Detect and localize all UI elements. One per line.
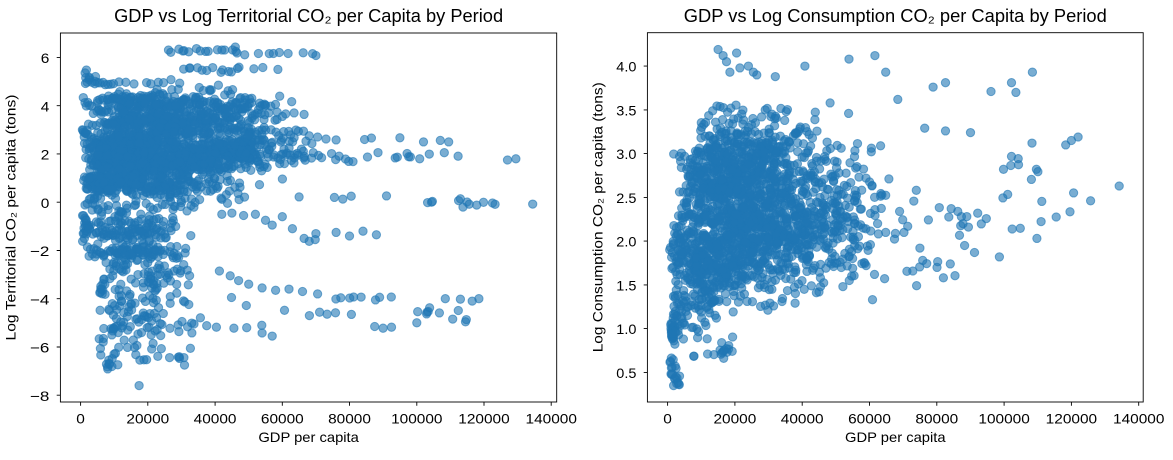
- svg-text:80000: 80000: [328, 410, 371, 426]
- svg-text:0: 0: [41, 195, 50, 211]
- svg-text:−6: −6: [30, 340, 50, 356]
- svg-text:Log Territorial CO₂ per capita: Log Territorial CO₂ per capita (tons): [3, 95, 19, 341]
- svg-text:80000: 80000: [915, 410, 958, 426]
- svg-text:60000: 60000: [261, 410, 304, 426]
- svg-text:GDP vs Log Consumption CO₂ per: GDP vs Log Consumption CO₂ per Capita by…: [684, 6, 1107, 26]
- svg-text:1.5: 1.5: [616, 278, 636, 294]
- svg-text:2.0: 2.0: [616, 234, 636, 250]
- svg-text:20000: 20000: [714, 410, 757, 426]
- svg-text:40000: 40000: [194, 410, 237, 426]
- svg-text:GDP per capita: GDP per capita: [258, 429, 359, 445]
- svg-text:−2: −2: [30, 243, 50, 259]
- svg-text:−8: −8: [30, 388, 50, 404]
- svg-text:100000: 100000: [978, 410, 1030, 426]
- svg-text:GDP per capita: GDP per capita: [845, 429, 946, 445]
- svg-text:1.0: 1.0: [616, 321, 636, 337]
- svg-text:40000: 40000: [781, 410, 824, 426]
- svg-text:2.5: 2.5: [616, 190, 636, 206]
- svg-text:0: 0: [76, 410, 85, 426]
- svg-text:4.0: 4.0: [616, 59, 636, 75]
- svg-text:−4: −4: [30, 291, 50, 307]
- svg-text:120000: 120000: [1046, 410, 1098, 426]
- svg-text:140000: 140000: [1113, 410, 1165, 426]
- svg-text:100000: 100000: [391, 410, 443, 426]
- svg-text:2: 2: [41, 147, 50, 163]
- svg-text:120000: 120000: [458, 410, 510, 426]
- svg-text:3.5: 3.5: [616, 103, 636, 119]
- svg-text:140000: 140000: [526, 410, 578, 426]
- svg-text:4: 4: [41, 98, 50, 114]
- svg-text:60000: 60000: [848, 410, 891, 426]
- svg-text:3.0: 3.0: [616, 146, 636, 162]
- svg-text:6: 6: [41, 50, 50, 66]
- svg-text:20000: 20000: [126, 410, 169, 426]
- svg-text:0: 0: [663, 410, 672, 426]
- svg-text:0.5: 0.5: [616, 365, 636, 381]
- svg-text:GDP vs Log Territorial CO₂ per: GDP vs Log Territorial CO₂ per Capita by…: [114, 6, 503, 26]
- svg-text:Log Consumption CO₂ per capita: Log Consumption CO₂ per capita (tons): [590, 82, 606, 352]
